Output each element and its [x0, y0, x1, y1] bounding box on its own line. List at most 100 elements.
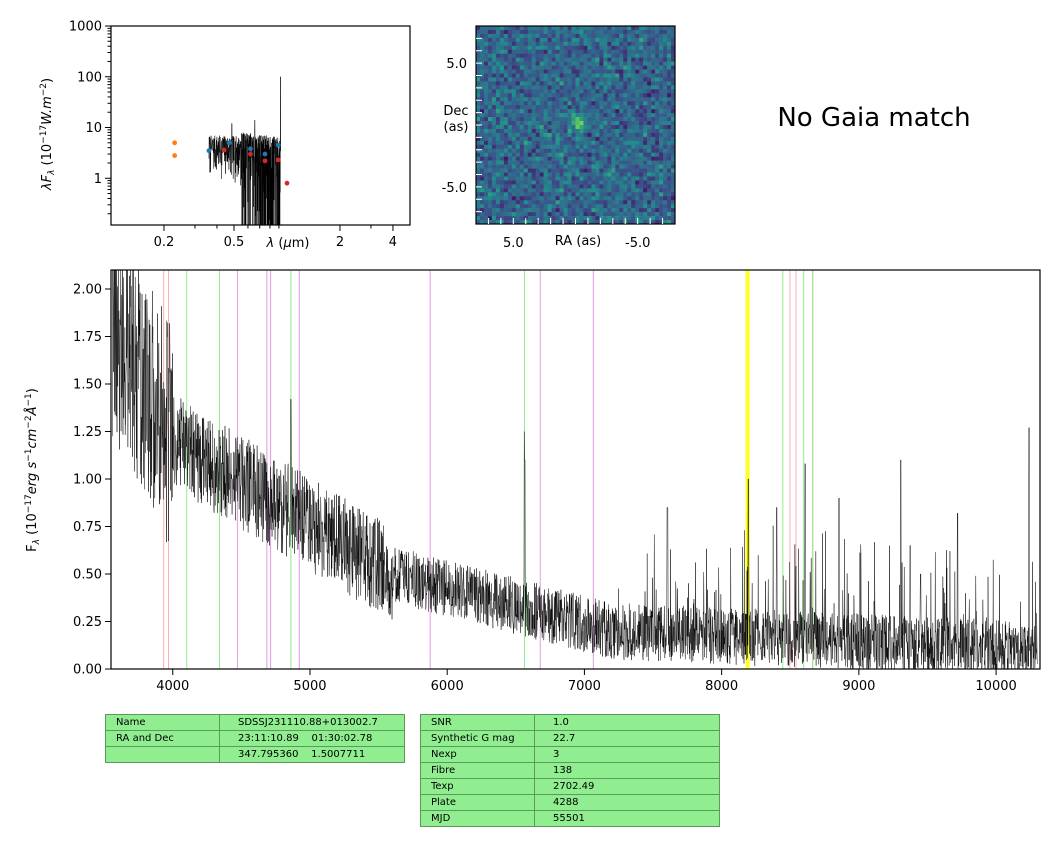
image-pixel: [667, 93, 672, 98]
image-pixel: [491, 176, 497, 181]
image-pixel: [527, 168, 533, 173]
image-pixel: [659, 176, 664, 181]
image-pixel: [567, 180, 572, 185]
spectrum-ytick-label: 0.50: [73, 568, 102, 583]
image-pixel: [583, 29, 588, 35]
image-pixel: [647, 29, 652, 35]
image-pixel: [591, 49, 596, 55]
image-pixel: [531, 97, 536, 102]
image-pixel: [591, 57, 596, 62]
image-pixel: [519, 49, 525, 55]
image-pixel: [487, 69, 493, 74]
image-pixel: [647, 85, 652, 90]
image-pixel: [551, 140, 556, 146]
image-pixel: [579, 128, 584, 134]
image-pixel: [663, 212, 668, 217]
image-pixel: [567, 172, 572, 177]
image-pixel: [583, 93, 588, 98]
image-pixel: [559, 180, 564, 185]
image-pixel: [635, 212, 640, 217]
image-pixel: [627, 81, 632, 86]
image-pixel: [555, 101, 560, 106]
image-pixel: [543, 212, 548, 217]
image-pixel: [579, 61, 584, 66]
image-pixel: [571, 196, 576, 201]
image-pixel: [539, 192, 544, 197]
image-pixel: [555, 220, 560, 225]
image-pixel: [623, 105, 628, 110]
image-pixel: [651, 53, 656, 58]
image-pixel: [511, 204, 517, 209]
image-pixel: [499, 180, 505, 185]
image-pixel: [587, 160, 592, 165]
image-pixel: [547, 212, 552, 217]
image-pixel: [535, 26, 540, 31]
image-pixel: [647, 148, 652, 154]
image-pixel: [527, 132, 533, 138]
image-pixel: [671, 33, 676, 39]
image-pixel: [503, 128, 509, 134]
image-pixel: [587, 184, 592, 189]
image-pixel: [571, 26, 576, 31]
image-pixel: [515, 77, 521, 82]
image-pixel: [547, 160, 552, 165]
image-pixel: [507, 53, 513, 58]
spectrum-xtick-label: 9000: [842, 679, 875, 694]
image-pixel: [603, 216, 608, 221]
image-pixel: [603, 37, 608, 43]
image-pixel: [651, 37, 656, 43]
image-pixel: [543, 200, 548, 205]
image-pixel: [515, 109, 521, 114]
image-pixel: [623, 184, 628, 189]
image-pixel: [483, 26, 489, 31]
image-pixel: [483, 101, 489, 106]
image-pixel: [535, 65, 540, 70]
image-pixel: [591, 117, 596, 122]
image-pixel: [595, 69, 600, 74]
spectrum-xtick-label: 4000: [156, 679, 189, 694]
image-pixel: [571, 204, 576, 209]
image-pixel: [663, 57, 668, 62]
image-pixel: [635, 125, 640, 130]
image-pixel: [651, 49, 656, 55]
image-pixel: [631, 33, 636, 39]
image-pixel: [491, 140, 497, 146]
image-pixel: [515, 148, 521, 154]
image-pixel: [487, 212, 493, 217]
image-pixel: [527, 128, 533, 134]
image-pixel: [639, 101, 644, 106]
image-pixel: [611, 220, 616, 225]
image-pixel: [527, 57, 533, 62]
image-pixel: [587, 132, 592, 138]
image-pixel: [507, 101, 513, 106]
image-pixel: [515, 160, 521, 165]
image-pixel: [599, 45, 604, 51]
image-pixel: [563, 156, 568, 161]
image-pixel: [619, 77, 624, 82]
image-pixel: [547, 109, 552, 114]
image-pixel: [499, 140, 505, 146]
image-pixel: [659, 156, 664, 161]
image-pixel: [551, 152, 556, 157]
image-pixel: [583, 196, 588, 201]
image-pixel: [631, 117, 636, 122]
image-pixel: [603, 61, 608, 66]
image-pixel: [555, 41, 560, 47]
image-pixel: [615, 117, 620, 122]
image-pixel: [571, 73, 576, 78]
image-pixel: [659, 172, 664, 177]
image-pixel: [599, 37, 604, 43]
image-pixel: [515, 128, 521, 134]
image-pixel: [476, 148, 481, 154]
image-pixel: [587, 113, 592, 118]
image-pixel: [619, 113, 624, 118]
image-pixel: [507, 45, 513, 51]
table-row: 347.795360 1.5007711: [105, 746, 405, 763]
image-pixel: [575, 61, 580, 66]
image-pixel: [611, 53, 616, 58]
image-pixel: [591, 192, 596, 197]
image-pixel: [551, 216, 556, 221]
image-pixel: [663, 45, 668, 51]
image-pixel: [599, 172, 604, 177]
image-pixel: [476, 61, 481, 66]
